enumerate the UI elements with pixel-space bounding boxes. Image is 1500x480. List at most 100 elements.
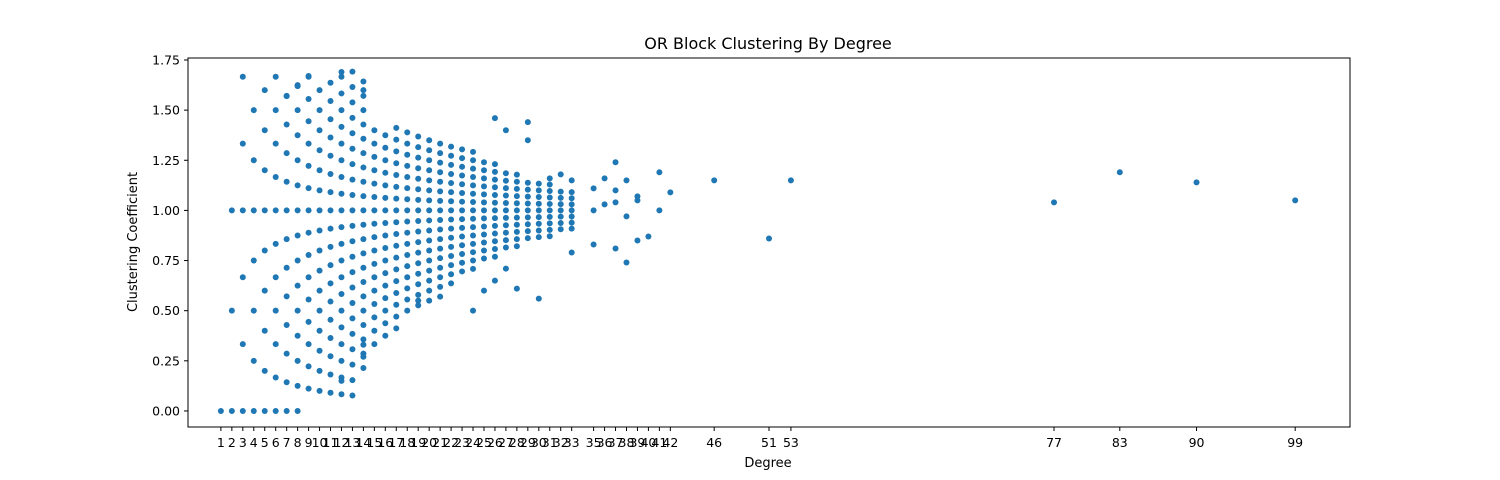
data-point: [426, 247, 433, 254]
x-tick-label: 36: [597, 435, 613, 450]
x-tick-label: 83: [1112, 435, 1128, 450]
data-point: [568, 201, 575, 208]
data-point: [261, 287, 268, 294]
data-point: [502, 265, 509, 272]
data-point: [393, 207, 400, 214]
data-point: [524, 221, 531, 228]
data-point: [437, 188, 444, 195]
data-point: [360, 353, 367, 360]
data-point: [656, 169, 663, 176]
data-point: [459, 172, 466, 179]
data-point: [316, 227, 323, 234]
data-point: [546, 213, 553, 220]
data-point: [239, 207, 246, 214]
data-point: [316, 127, 323, 134]
data-point: [305, 251, 312, 258]
x-tick-label: 42: [662, 435, 678, 450]
data-point: [261, 367, 268, 374]
data-point: [239, 73, 246, 80]
data-point: [404, 140, 411, 147]
data-point: [470, 165, 477, 172]
data-point: [393, 148, 400, 155]
data-point: [524, 207, 531, 214]
data-point: [426, 287, 433, 294]
data-point: [491, 199, 498, 206]
data-point: [437, 150, 444, 157]
data-point: [415, 144, 422, 151]
x-tick-label: 16: [377, 435, 393, 450]
x-tick-label: 99: [1287, 435, 1303, 450]
data-point: [316, 147, 323, 154]
data-point: [601, 175, 608, 182]
x-tick-label: 22: [443, 435, 459, 450]
data-point: [568, 207, 575, 214]
data-point: [480, 199, 487, 206]
data-point: [349, 269, 356, 276]
data-point: [535, 207, 542, 214]
data-point: [316, 247, 323, 254]
data-point: [524, 119, 531, 126]
data-point: [535, 194, 542, 201]
data-point: [634, 237, 641, 244]
data-point: [513, 228, 520, 235]
data-point: [283, 207, 290, 214]
data-point: [426, 177, 433, 184]
x-tick-label: 11: [323, 435, 339, 450]
data-point: [459, 251, 466, 258]
data-point: [393, 219, 400, 226]
data-point: [524, 137, 531, 144]
x-tick-label: 32: [553, 435, 569, 450]
data-point: [415, 175, 422, 182]
data-point: [404, 285, 411, 292]
data-point: [480, 239, 487, 246]
data-point: [316, 267, 323, 274]
data-point: [327, 116, 334, 123]
data-point: [546, 233, 553, 240]
data-point: [480, 231, 487, 238]
data-point: [294, 107, 301, 114]
data-point: [448, 234, 455, 241]
data-point: [305, 140, 312, 147]
data-point: [272, 307, 279, 314]
data-point: [426, 297, 433, 304]
data-point: [327, 335, 334, 342]
data-point: [491, 253, 498, 260]
data-point: [272, 140, 279, 147]
data-point: [491, 238, 498, 245]
data-point: [393, 266, 400, 273]
data-point: [459, 181, 466, 188]
data-point: [261, 247, 268, 254]
data-point: [382, 295, 389, 302]
data-point: [470, 157, 477, 164]
data-point: [404, 229, 411, 236]
x-tick-label: 25: [476, 435, 492, 450]
data-point: [294, 232, 301, 239]
data-point: [415, 239, 422, 246]
data-point: [568, 213, 575, 220]
data-point: [459, 146, 466, 153]
x-tick-label: 3: [239, 435, 247, 450]
x-tick-label: 13: [344, 435, 360, 450]
data-point: [437, 283, 444, 290]
x-axis-ticks: 1 2 3 4 5 6 7 8 9 1011121314151617181920212223242…: [217, 427, 1303, 450]
data-point: [338, 207, 345, 214]
data-point: [316, 287, 323, 294]
data-point: [338, 224, 345, 231]
data-point: [349, 253, 356, 260]
data-point: [261, 327, 268, 334]
data-point: [601, 201, 608, 208]
data-point: [349, 161, 356, 168]
data-point: [502, 192, 509, 199]
x-tick-label: 14: [355, 435, 371, 450]
data-point: [393, 301, 400, 308]
x-tick-label: 9: [305, 435, 313, 450]
data-point: [502, 214, 509, 221]
data-point: [261, 407, 268, 414]
data-point: [404, 307, 411, 314]
data-point: [415, 228, 422, 235]
data-point: [371, 234, 378, 241]
y-tick-label: 0.25: [152, 353, 180, 368]
data-point: [360, 121, 367, 128]
data-point: [546, 226, 553, 233]
data-point: [480, 167, 487, 174]
